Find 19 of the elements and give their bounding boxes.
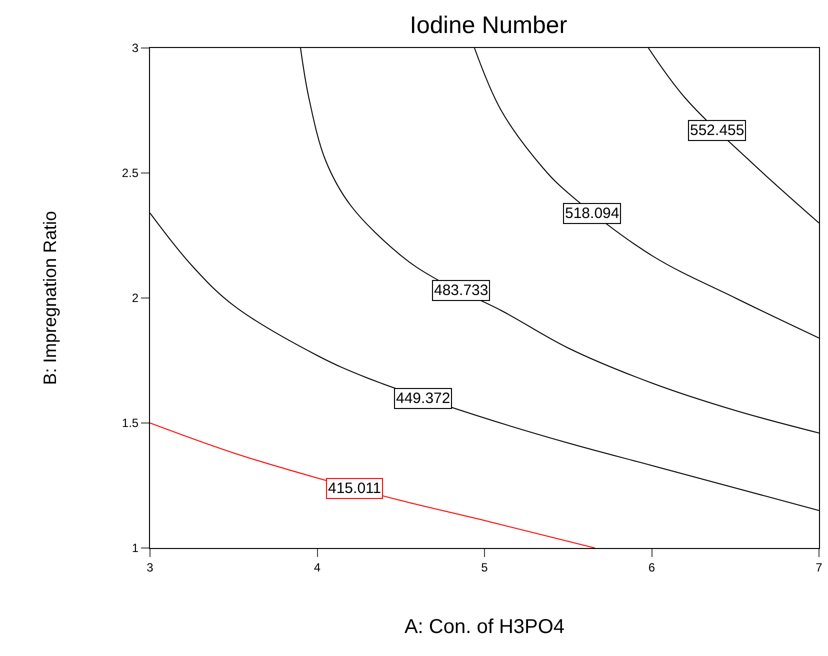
annotation: 449.372 [396,390,450,407]
y-tick-label: 2.5 [122,166,139,180]
annotation: 415.011 [328,480,382,497]
y-tick-label: 1 [132,541,139,556]
annotation: 483.733 [434,282,488,299]
annotation: 518.094 [565,205,620,222]
x-tick-label: 6 [648,560,656,574]
x-tick-label: 3 [146,560,154,574]
y-axis-title: B: Impregnation Ratio [40,210,60,386]
x-axis-title: A: Con. of H3PO4 [404,616,565,638]
annotation: 552.455 [690,122,744,139]
x-tick-label: 5 [481,560,488,574]
y-tick-label: 3 [132,41,139,56]
x-tick-label: 7 [816,560,823,574]
chart-title: Iodine Number [410,12,568,40]
y-tick-label: 1.5 [122,416,139,430]
y-tick-label: 2 [132,291,139,306]
line-series [150,422,596,548]
x-tick-label: 4 [314,560,321,574]
